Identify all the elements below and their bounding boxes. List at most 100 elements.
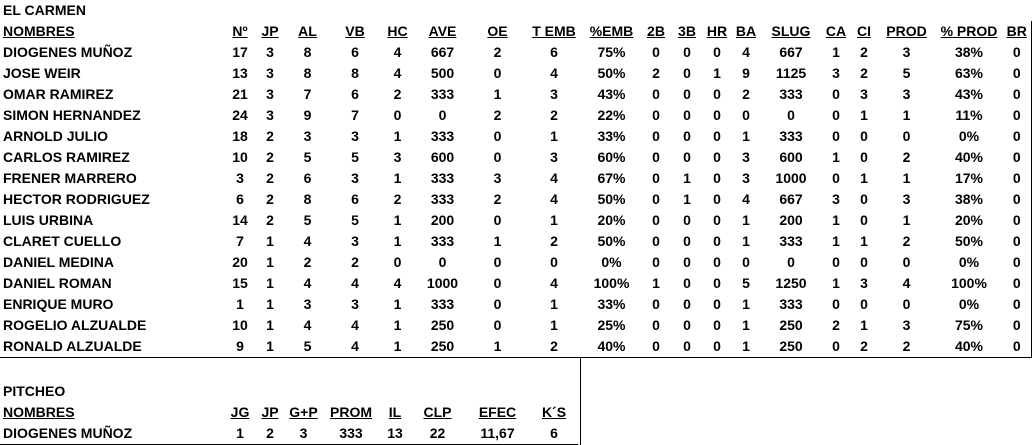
stat-cell: 3	[742, 170, 750, 186]
stat-cell: 200	[430, 212, 455, 228]
name-cell: DANIEL MEDINA	[3, 254, 114, 270]
name-cell: RONALD ALZUALDE	[3, 338, 142, 354]
data-row: SIMON HERNANDEZ 24 3 9 7 0 0 2 2 22% 0 0 0 0 0 0 1 1 11% 0	[0, 105, 1031, 126]
stat-cell: 2	[393, 191, 402, 207]
stat-cell: 0	[393, 254, 402, 270]
stat-cell: 8	[303, 65, 312, 81]
stat-cell: 2	[860, 44, 868, 60]
stat-cell: 50%	[597, 65, 626, 81]
stat-cell: 0	[1012, 338, 1021, 354]
stat-cell: 0	[713, 191, 721, 207]
stat-cell: 0	[860, 191, 868, 207]
stat-cell: 1	[713, 65, 721, 81]
stat-cell: 13	[380, 423, 410, 445]
data-row: CARLOS RAMIREZ 10 2 5 5 3 600 0 3 60% 0 0 0 3 600 1 0 2 40…	[0, 147, 1031, 168]
stat-cell: 17	[232, 44, 248, 60]
stat-cell: 13	[232, 65, 248, 81]
stat-cell: 4	[393, 275, 402, 291]
stat-cell: 0	[1012, 317, 1021, 333]
stat-cell: 0	[832, 107, 840, 123]
stat-cell: 0	[713, 149, 721, 165]
stat-cell: 0	[1012, 128, 1021, 144]
stat-cell: 17%	[954, 170, 984, 186]
stat-cell: 3	[550, 86, 558, 102]
stat-cell: 3	[266, 86, 274, 102]
stat-cell: 3	[902, 191, 911, 207]
stat-cell: 0	[832, 86, 840, 102]
stat-cell: 63%	[954, 65, 984, 81]
stat-cell: 4	[550, 275, 558, 291]
stat-cell: 0	[713, 275, 721, 291]
data-row: ARNOLD JULIO 18 2 3 3 1 333 0 1 33% 0 0 0 1 333 0 0 0 0% 0	[0, 126, 1031, 147]
stat-cell: 0%	[601, 254, 622, 270]
stat-cell: 0	[713, 170, 721, 186]
name-cell: DANIEL ROMAN	[3, 275, 112, 291]
stat-cell: 667	[430, 44, 455, 60]
stat-cell: 0	[652, 212, 660, 228]
stat-cell: 4	[742, 44, 750, 60]
stat-cell: 4	[303, 233, 312, 249]
stat-cell: 3	[832, 65, 840, 81]
stat-cell: 40%	[954, 149, 984, 165]
stat-cell: SLUG	[771, 23, 811, 39]
stat-cell: 6	[351, 191, 359, 207]
name-cell: DIOGENES MUÑOZ	[0, 423, 225, 445]
stat-cell: 333	[779, 296, 803, 312]
stat-cell: 1	[393, 296, 402, 312]
stat-cell: 0	[683, 338, 691, 354]
name-cell: FRENER MARRERO	[3, 170, 137, 186]
stat-cell: PROM	[330, 404, 372, 420]
stat-cell: 667	[779, 191, 803, 207]
name-cell: SIMON HERNANDEZ	[3, 107, 141, 123]
stat-cell: 2	[266, 149, 274, 165]
stat-cell: 333	[430, 86, 455, 102]
stat-cell: 2	[255, 423, 285, 445]
stat-cell: 20	[232, 254, 248, 270]
stat-cell: 1	[832, 233, 840, 249]
stat-cell: 2	[902, 149, 911, 165]
data-row: LUIS URBINA 14 2 5 5 1 200 0 1 20% 0 0 0 1 200 1 0 1 20% 0	[0, 210, 1031, 231]
name-cell: CLARET CUELLO	[3, 233, 122, 249]
stat-cell: 667	[779, 44, 803, 60]
stat-cell: 3	[351, 233, 359, 249]
stat-cell: 4	[303, 275, 312, 291]
stat-cell: 333	[430, 233, 455, 249]
stat-cell: 40%	[597, 338, 626, 354]
stat-cell: 3B	[678, 23, 696, 39]
stat-cell: BR	[1006, 23, 1027, 39]
stat-cell: 0	[832, 254, 840, 270]
stat-cell: 100%	[593, 275, 630, 291]
stat-cell: 24	[232, 107, 248, 123]
stat-cell: 4	[351, 317, 359, 333]
stat-cell: 60%	[597, 149, 626, 165]
stat-cell: 600	[779, 149, 803, 165]
name-cell: LUIS URBINA	[3, 212, 94, 228]
stat-cell: 1125	[775, 65, 807, 81]
stat-cell: 0	[1012, 254, 1021, 270]
stat-cell: 0	[902, 254, 911, 270]
stat-cell: 3	[860, 275, 868, 291]
stat-cell: 0	[860, 254, 868, 270]
stat-cell: 3	[266, 107, 274, 123]
stat-cell: %EMB	[589, 23, 634, 39]
name-cell: DIOGENES MUÑOZ	[3, 44, 133, 60]
stat-cell: 0	[683, 233, 691, 249]
stat-cell: 0	[683, 128, 691, 144]
stat-cell: 9	[303, 107, 312, 123]
stat-cell: 2	[860, 338, 868, 354]
stat-cell: 6	[303, 170, 312, 186]
stat-cell: 2	[860, 65, 868, 81]
name-cell: CARLOS RAMIREZ	[3, 149, 130, 165]
stat-cell: 0	[860, 128, 868, 144]
stat-cell: 0	[860, 149, 868, 165]
stat-cell: 0	[652, 128, 660, 144]
stat-cell: AL	[298, 23, 317, 39]
stat-cell: 0	[438, 107, 447, 123]
stat-cell: 5	[303, 338, 312, 354]
stat-cell: 1	[236, 296, 244, 312]
stat-cell: 3	[742, 149, 750, 165]
stat-cell: 0	[832, 338, 840, 354]
stat-cell: 0	[1012, 296, 1021, 312]
stat-cell: 0	[713, 233, 721, 249]
